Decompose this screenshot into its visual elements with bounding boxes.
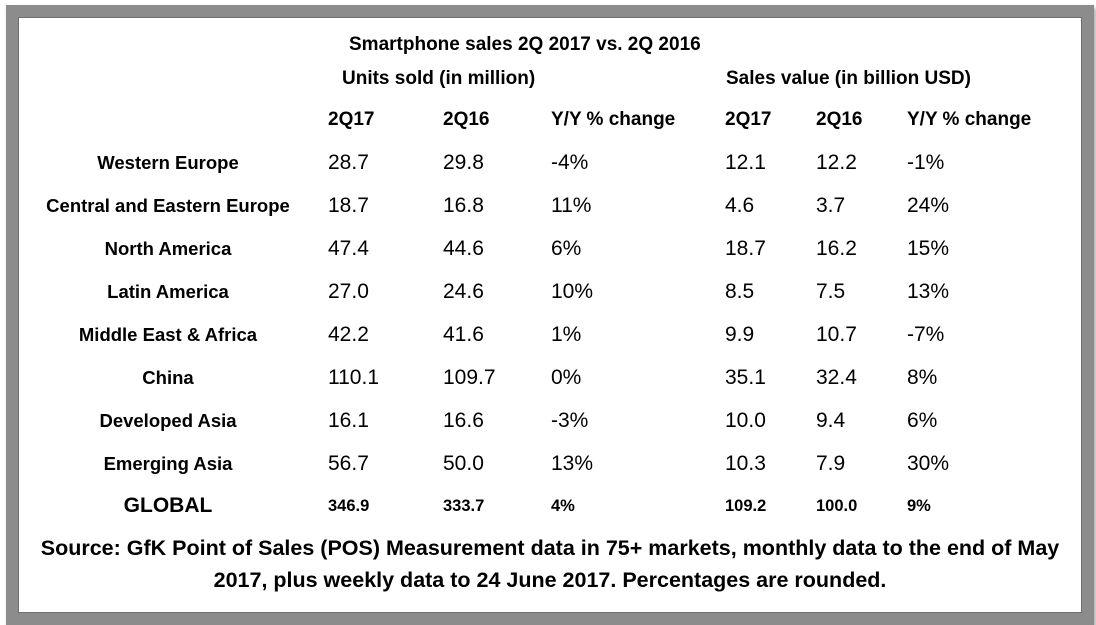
table-cell: 10.3	[725, 452, 766, 475]
table-cell: 50.0	[443, 452, 484, 475]
table-cell: 29.8	[443, 151, 484, 174]
table-cell: 110.1	[328, 366, 379, 389]
region-label: Western Europe	[97, 152, 239, 173]
table-cell: 30%	[907, 452, 950, 475]
region-label: North America	[104, 238, 232, 259]
region-label: Middle East & Africa	[78, 324, 258, 345]
table-cell: 10.7	[816, 323, 857, 346]
table-cell: 18.7	[725, 237, 766, 260]
group-header-value: Sales value (in billion USD)	[726, 68, 971, 89]
table-cell: 11%	[551, 194, 592, 217]
table-cell: -3%	[551, 409, 589, 432]
table-cell: 109.7	[443, 366, 496, 389]
table-cell: 10.0	[725, 409, 766, 432]
table-cell: 9.9	[725, 323, 755, 346]
table-cell: 10%	[551, 280, 594, 303]
table-cell: 3.7	[816, 194, 846, 217]
table-cell: -1%	[907, 151, 945, 174]
table-cell: 15%	[907, 237, 950, 260]
table-cell: 0%	[551, 366, 582, 389]
table-cell: 42.2	[328, 323, 369, 346]
group-header-units: Units sold (in million)	[342, 68, 536, 89]
table-cell: 13%	[551, 452, 594, 475]
table-cell: 24.6	[443, 280, 484, 303]
table-title: Smartphone sales 2Q 2017 vs. 2Q 2016	[349, 34, 701, 55]
table-cell: 47.4	[328, 237, 369, 260]
table-cell: 16.8	[443, 194, 484, 217]
table-cell: 6%	[907, 409, 938, 432]
global-label: GLOBAL	[123, 494, 213, 517]
table-cell: 16.1	[328, 409, 369, 432]
table-cell: 9.4	[816, 409, 846, 432]
table-cell: 16.2	[816, 237, 857, 260]
table-cell: 56.7	[328, 452, 369, 475]
global-cell: 346.9	[328, 497, 370, 515]
table-cell: 12.1	[725, 151, 766, 174]
table-cell: 41.6	[443, 323, 484, 346]
column-header: Y/Y % change	[907, 109, 1032, 130]
global-cell: 333.7	[443, 497, 485, 515]
table-cell: -7%	[907, 323, 945, 346]
table-cell: 8%	[907, 366, 938, 389]
table-cell: 13%	[907, 280, 950, 303]
column-header: 2Q16	[443, 109, 490, 130]
region-label: China	[142, 367, 194, 388]
table-cell: 35.1	[725, 366, 766, 389]
table-cell: 18.7	[328, 194, 369, 217]
region-label: Central and Eastern Europe	[46, 195, 290, 216]
table-cell: -4%	[551, 151, 589, 174]
table-cell: 32.4	[816, 366, 857, 389]
table-cell: 6%	[551, 237, 582, 260]
column-header: 2Q16	[816, 109, 863, 130]
table-cell: 8.5	[725, 280, 755, 303]
table-cell: 4.6	[725, 194, 755, 217]
table-cell: 16.6	[443, 409, 484, 432]
global-cell: 4%	[551, 497, 575, 515]
table-cell: 28.7	[328, 151, 369, 174]
region-label: Developed Asia	[99, 410, 237, 431]
table-cell: 12.2	[816, 151, 857, 174]
column-header: Y/Y % change	[551, 109, 676, 130]
table-cell: 1%	[551, 323, 582, 346]
table-cell: 7.5	[816, 280, 846, 303]
table-cell: 7.9	[816, 452, 846, 475]
table-cell: 44.6	[443, 237, 484, 260]
source-note: Source: GfK Point of Sales (POS) Measure…	[40, 536, 1060, 592]
region-label: Emerging Asia	[103, 453, 233, 474]
table-cell: 27.0	[328, 280, 369, 303]
column-header: 2Q17	[328, 109, 375, 130]
global-cell: 100.0	[816, 497, 858, 515]
global-cell: 9%	[907, 497, 931, 515]
region-label: Latin America	[107, 281, 229, 302]
global-cell: 109.2	[725, 497, 767, 515]
table-frame: Smartphone sales 2Q 2017 vs. 2Q 2016 Uni…	[6, 5, 1094, 625]
column-header: 2Q17	[725, 109, 772, 130]
table-cell: 24%	[907, 194, 950, 217]
